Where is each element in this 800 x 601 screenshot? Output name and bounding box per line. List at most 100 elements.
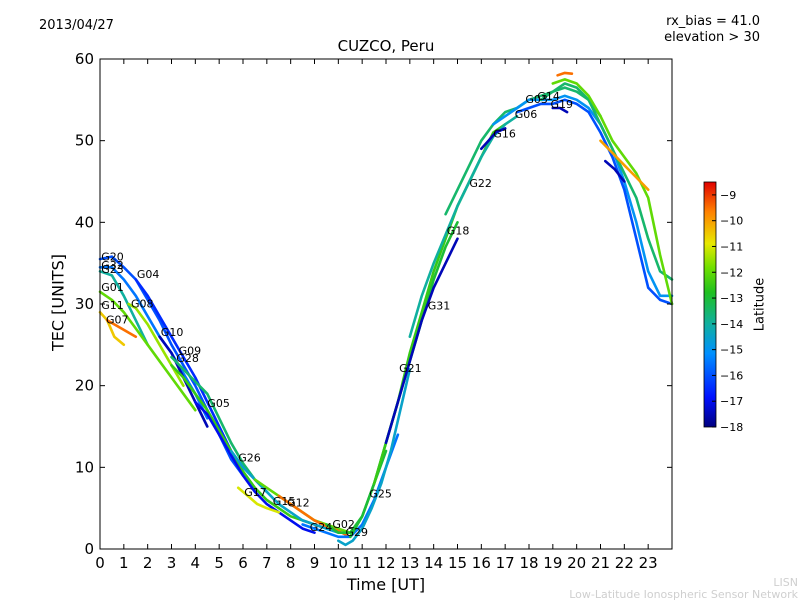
rx-bias-label: rx_bias = 41.0: [666, 14, 760, 29]
series-line-g30: [603, 159, 626, 183]
y-tick-label: 0: [84, 540, 94, 558]
satellite-label-g14: G14: [537, 90, 560, 103]
footer-network: Low-Latitude Ionospheric Sensor Network: [569, 588, 798, 601]
satellite-label-g10: G10: [161, 326, 184, 339]
satellite-label-g04: G04: [137, 268, 160, 281]
series-line-g31: [384, 237, 459, 445]
satellite-label-g11: G11: [101, 299, 124, 312]
colorbar-tick-label: −16: [720, 369, 743, 382]
satellite-label-g18: G18: [447, 225, 470, 238]
series-line-g19b: [556, 71, 574, 77]
x-tick-label: 1: [119, 554, 129, 572]
colorbar-tick-label: −12: [720, 266, 743, 279]
series-line-g26: [229, 449, 340, 535]
satellite-label-g03: G03: [525, 93, 548, 106]
satellite-label-g26: G26: [238, 452, 261, 465]
x-tick-label: 15: [448, 554, 467, 572]
x-tick-label: 20: [567, 554, 586, 572]
satellite-label-g12: G12: [287, 497, 310, 510]
satellite-label-g01: G01: [101, 281, 124, 294]
x-tick-label: 6: [238, 554, 248, 572]
series-line-g16: [479, 127, 507, 151]
satellite-label-g32: G32: [101, 259, 124, 272]
x-tick-label: 13: [400, 554, 419, 572]
satellite-label-g24: G24: [310, 521, 333, 534]
y-tick-label: 60: [75, 50, 94, 68]
x-tick-label: 9: [310, 554, 320, 572]
satellite-label-g07: G07: [106, 314, 129, 327]
series-line-g17: [236, 486, 281, 514]
x-axis-label: Time [UT]: [346, 575, 426, 594]
y-tick-label: 30: [75, 295, 94, 313]
series-line-g23: [98, 269, 149, 347]
x-tick-label: 3: [167, 554, 177, 572]
satellite-label-g09: G09: [179, 345, 202, 358]
satellite-label-g17: G17: [244, 486, 267, 499]
satellite-label-g20: G20: [101, 251, 124, 264]
x-tick-label: 16: [472, 554, 491, 572]
y-tick-label: 20: [75, 377, 94, 395]
series-line-g13: [599, 139, 650, 191]
x-tick-label: 4: [191, 554, 201, 572]
colorbar-tick-label: −9: [720, 189, 736, 202]
x-tick-label: 23: [639, 554, 658, 572]
series-line-g22: [444, 86, 602, 216]
x-tick-label: 0: [95, 554, 105, 572]
colorbar-tick-label: −11: [720, 240, 743, 253]
colorbar-tick-label: −10: [720, 215, 743, 228]
satellite-label-g02: G02: [332, 518, 355, 531]
satellite-label-g21: G21: [399, 362, 422, 375]
colorbar: [703, 181, 717, 428]
elevation-label: elevation > 30: [664, 30, 760, 45]
date-label: 2013/04/27: [39, 18, 114, 33]
colorbar-tick-label: −13: [720, 292, 743, 305]
colorbar-tick-label: −18: [720, 421, 743, 434]
x-tick-label: 10: [329, 554, 348, 572]
x-tick-label: 8: [286, 554, 296, 572]
y-tick-label: 40: [75, 213, 94, 231]
satellite-label-g23: G23: [101, 263, 124, 276]
satellite-label-g22: G22: [469, 177, 492, 190]
x-tick-label: 19: [543, 554, 562, 572]
satellite-label-g06: G06: [515, 108, 538, 121]
satellite-label-g28: G28: [176, 352, 199, 365]
series-line-g12: [277, 494, 352, 539]
series-line-g28: [170, 363, 316, 526]
satellite-label-g16: G16: [493, 127, 516, 140]
x-tick-label: 12: [376, 554, 395, 572]
chart-title: CUZCO, Peru: [337, 37, 435, 55]
series-line-g29: [336, 367, 412, 547]
satellite-label-g05: G05: [207, 397, 230, 410]
plot-frame: [99, 58, 673, 550]
satellite-label-g25: G25: [369, 488, 392, 501]
series-line-g03: [515, 98, 674, 306]
x-tick-label: 2: [143, 554, 153, 572]
satellite-label-g08: G08: [131, 297, 154, 310]
series-line-g27: [551, 106, 569, 114]
y-tick-label: 10: [75, 458, 94, 476]
footer-lisn: LISN: [773, 576, 798, 589]
satellite-label-g29: G29: [346, 526, 369, 539]
series-line-g11: [98, 310, 126, 347]
series-line-g07: [105, 318, 138, 339]
satellite-label-g15: G15: [273, 495, 296, 508]
x-tick-label: 5: [214, 554, 224, 572]
series-line-g19: [551, 78, 674, 306]
x-tick-label: 17: [496, 554, 515, 572]
series-line-g01: [98, 290, 197, 412]
x-tick-label: 22: [615, 554, 634, 572]
x-tick-label: 14: [424, 554, 443, 572]
series-line-g05: [194, 400, 316, 535]
x-tick-label: 18: [519, 554, 538, 572]
colorbar-tick-label: −15: [720, 344, 743, 357]
colorbar-tick-label: −14: [720, 318, 743, 331]
colorbar-tick-label: −17: [720, 395, 743, 408]
satellite-label-g31: G31: [428, 300, 451, 313]
x-tick-label: 7: [262, 554, 272, 572]
x-tick-label: 11: [353, 554, 372, 572]
series-line-g06: [491, 94, 674, 298]
x-tick-label: 21: [591, 554, 610, 572]
series-line-g14: [539, 82, 674, 281]
y-tick-label: 50: [75, 132, 94, 150]
